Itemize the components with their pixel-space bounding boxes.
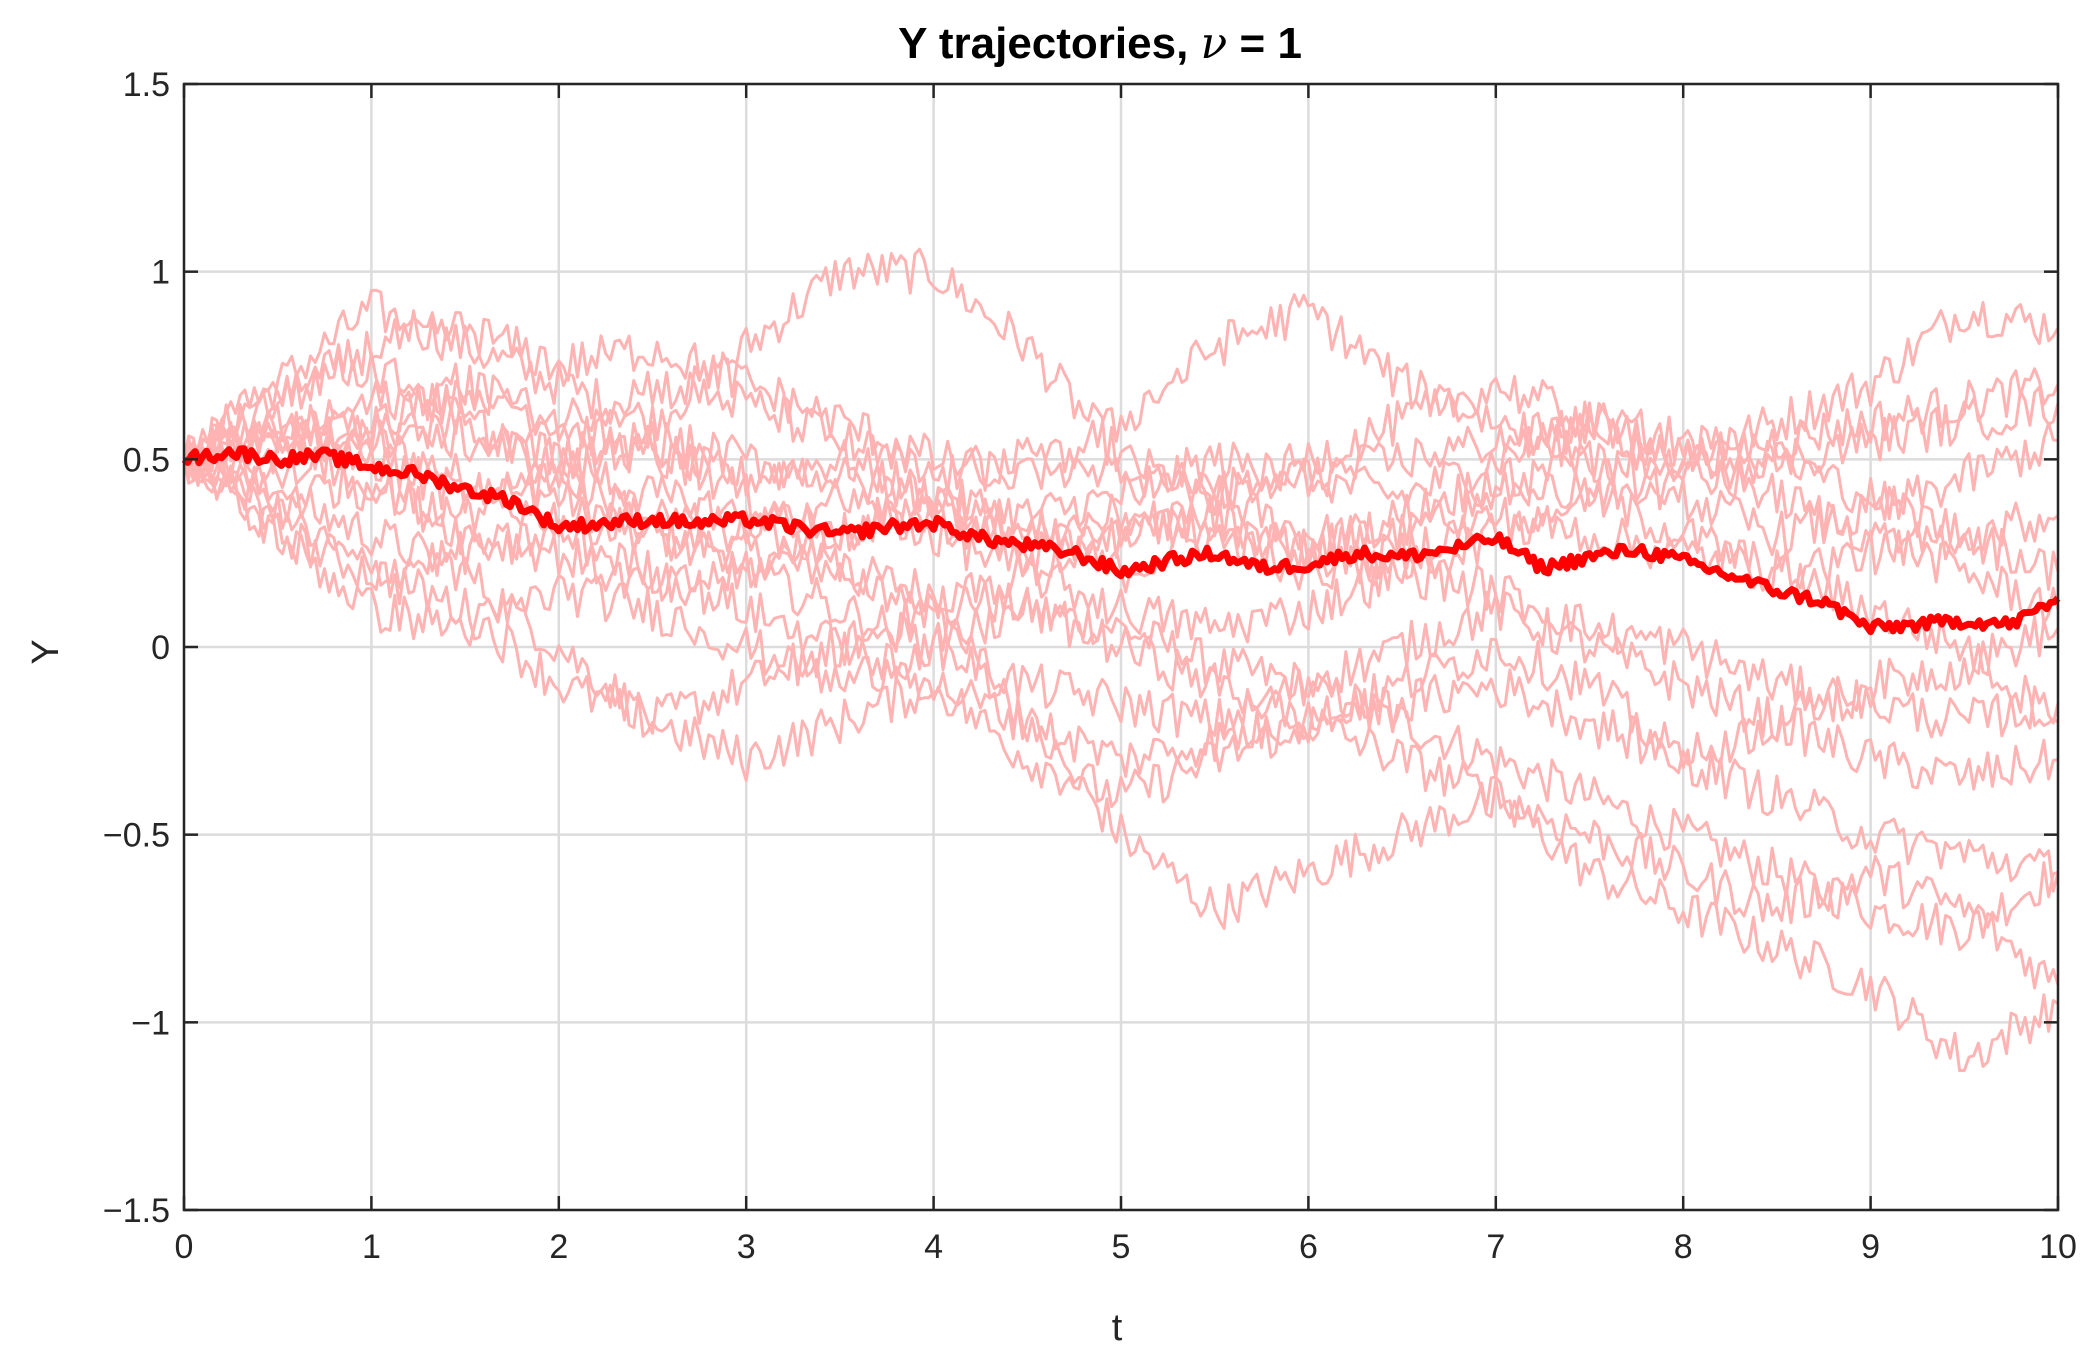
y-tick-label: 0.5 — [123, 441, 170, 479]
chart-title-symbol: ν — [1201, 18, 1228, 69]
trajectory-line — [182, 362, 2060, 514]
x-tick-label: 4 — [924, 1228, 943, 1266]
chart-title: Y trajectories, ν = 1 — [898, 18, 1302, 69]
x-axis-label: t — [1112, 1307, 1123, 1349]
x-tick-label: 2 — [549, 1228, 568, 1266]
x-tick-label: 9 — [1861, 1228, 1880, 1266]
axis-ticks: 0 1 2 3 4 5 6 7 8 9 10 −1.5 −1 −0.5 0 0.5 1 1.5 — [103, 66, 2077, 1266]
trajectory-line — [183, 399, 2060, 739]
mean-line — [181, 445, 2061, 636]
mean-line-group — [181, 445, 2061, 636]
trajectory-line — [182, 441, 2060, 893]
x-tick-label: 8 — [1674, 1228, 1693, 1266]
y-tick-label: 0 — [151, 629, 170, 667]
trajectory-line — [182, 293, 2059, 557]
x-tick-label: 7 — [1486, 1228, 1505, 1266]
y-tick-label: −0.5 — [103, 817, 170, 855]
y-tick-label: 1 — [151, 254, 170, 292]
trajectory-line — [182, 459, 2060, 775]
x-tick-label: 10 — [2039, 1228, 2077, 1266]
trajectory-line — [182, 364, 2060, 536]
trajectory-line — [182, 247, 2060, 556]
trajectory-lines — [182, 247, 2060, 1072]
y-tick-label: −1 — [131, 1004, 170, 1042]
x-tick-label: 1 — [362, 1228, 381, 1266]
chart-title-prefix: Y trajectories, — [898, 19, 1200, 68]
x-tick-label: 3 — [737, 1228, 756, 1266]
y-tick-label: −1.5 — [103, 1192, 170, 1230]
trajectory-line — [182, 419, 2060, 592]
y-tick-label: 1.5 — [123, 66, 170, 104]
x-tick-label: 6 — [1299, 1228, 1318, 1266]
trajectory-line — [182, 444, 2060, 990]
y-axis-label: Y — [25, 639, 67, 664]
trajectory-line — [182, 404, 2059, 951]
x-tick-label: 5 — [1112, 1228, 1131, 1266]
chart-title-suffix: = 1 — [1227, 19, 1302, 68]
x-tick-label: 0 — [175, 1228, 194, 1266]
